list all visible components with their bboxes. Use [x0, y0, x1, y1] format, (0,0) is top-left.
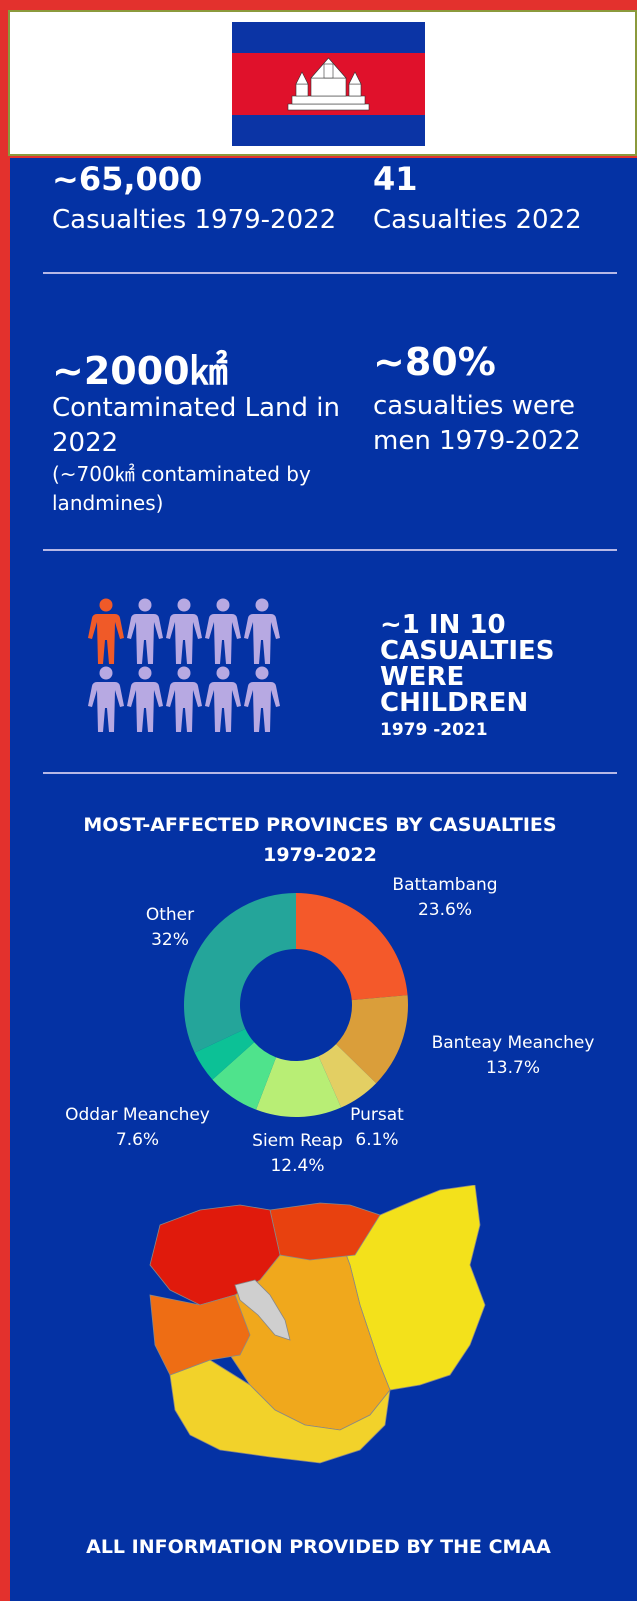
person-figure-icon — [244, 598, 280, 664]
pie-slice-banteay-meanchey — [336, 995, 408, 1084]
map-west-region — [149, 1294, 251, 1376]
children-line1: ~1 IN 10 — [380, 610, 506, 640]
pie-label-other-name: Other — [145, 905, 195, 925]
person-figure-icon — [127, 666, 163, 732]
land-value: ~2000㎢ — [52, 349, 228, 393]
land-note-line2: landmines) — [52, 491, 164, 515]
children-headline: ~1 IN 10 CASUALTIES WERE CHILDREN — [380, 612, 555, 716]
children-line3: WERE — [380, 662, 465, 692]
map-tonle-sap-lake — [234, 1279, 291, 1341]
pie-label-battambang-value: 23.6% — [417, 900, 472, 920]
pie-label-pursat: Pursat 6.1% — [342, 1103, 412, 1153]
chart-title: MOST-AFFECTED PROVINCES BY CASUALTIES 19… — [60, 810, 580, 870]
pie-label-siem-reap: Siem Reap 12.4% — [245, 1129, 350, 1179]
children-years: 1979 -2021 — [380, 720, 488, 740]
pie-label-oddar-meanchey-value: 7.6% — [115, 1130, 160, 1150]
men-label-line1: casualties were — [373, 391, 576, 421]
pie-slice-battambang — [296, 893, 408, 1001]
person-figure-icon — [205, 598, 241, 664]
pie-label-battambang-name: Battambang — [392, 875, 498, 895]
pie-label-oddar-meanchey-name: Oddar Meanchey — [65, 1105, 210, 1125]
casualties-2022-label: Casualties 2022 — [373, 205, 582, 235]
men-label-line2: men 1979-2022 — [373, 426, 581, 456]
pie-label-other: Other 32% — [135, 903, 205, 953]
map-north-region — [269, 1202, 381, 1261]
casualties-total-label: Casualties 1979-2022 — [52, 205, 337, 235]
pie-slice-unlabeled-5 — [194, 1028, 255, 1080]
person-figure-icon — [205, 666, 241, 732]
pie-label-pursat-name: Pursat — [350, 1105, 404, 1125]
province-donut-chart — [183, 893, 408, 1117]
pie-slice-other — [183, 893, 296, 1053]
children-line2: CASUALTIES — [380, 636, 555, 666]
map-northwest-region — [149, 1204, 281, 1306]
person-figure-icon — [244, 666, 280, 732]
children-line4: CHILDREN — [380, 688, 529, 718]
footer-source: ALL INFORMATION PROVIDED BY THE CMAA — [86, 1536, 551, 1558]
pie-label-banteay-meanchey-value: 13.7% — [485, 1058, 540, 1078]
people-icon-grid — [88, 598, 280, 732]
land-label-line1: Contaminated Land in — [52, 393, 340, 423]
pie-label-banteay-meanchey-name: Banteay Meanchey — [431, 1033, 595, 1053]
map-south-region — [169, 1359, 391, 1464]
land-note-line1: (~700㎢ contaminated by — [52, 462, 311, 486]
pie-label-siem-reap-value: 12.4% — [270, 1156, 325, 1176]
pie-label-banteay-meanchey: Banteay Meanchey 13.7% — [428, 1031, 598, 1081]
pie-label-battambang: Battambang 23.6% — [380, 873, 510, 923]
pie-label-oddar-meanchey: Oddar Meanchey 7.6% — [60, 1103, 215, 1153]
separator — [43, 549, 617, 551]
pie-slice-pursat — [318, 1044, 377, 1108]
pie-label-siem-reap-name: Siem Reap — [252, 1131, 343, 1151]
person-figure-icon — [88, 666, 124, 732]
casualties-total-value: ~65,000 — [52, 160, 203, 198]
cambodia-casualty-map — [149, 1185, 486, 1464]
separator — [43, 772, 617, 774]
child-figure-icon — [88, 598, 124, 664]
cambodia-flag-icon — [232, 22, 425, 146]
person-figure-icon — [166, 598, 202, 664]
casualties-2022-value: 41 — [373, 160, 418, 198]
separator — [43, 272, 617, 274]
land-label-line2: 2022 — [52, 428, 119, 458]
chart-title-line1: MOST-AFFECTED PROVINCES BY CASUALTIES — [83, 814, 557, 836]
pie-slice-oddar-meanchey — [212, 1042, 277, 1110]
person-figure-icon — [127, 598, 163, 664]
pie-slice-siem-reap — [256, 1056, 342, 1117]
chart-title-line2: 1979-2022 — [263, 844, 377, 866]
men-value: ~80% — [373, 340, 496, 384]
person-figure-icon — [166, 666, 202, 732]
pie-label-other-value: 32% — [151, 930, 189, 950]
pie-label-pursat-value: 6.1% — [355, 1130, 399, 1150]
